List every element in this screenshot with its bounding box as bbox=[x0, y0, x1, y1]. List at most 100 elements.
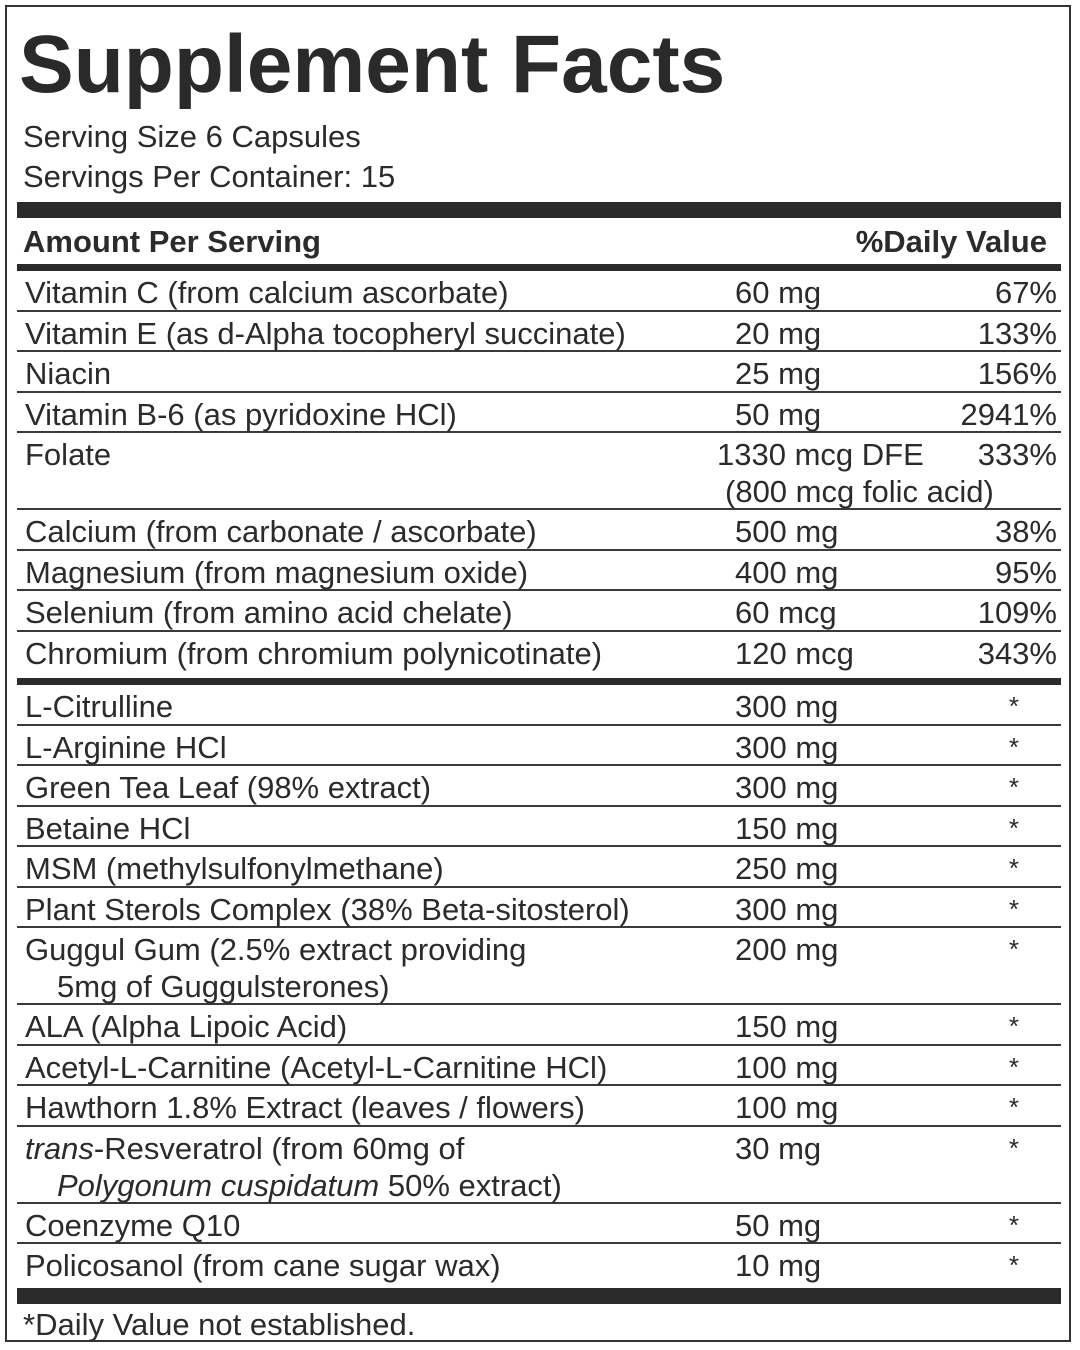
ingredient-amount: 30 mg bbox=[735, 1130, 822, 1166]
table-row: Calcium (from carbonate / ascorbate) 500… bbox=[17, 510, 1061, 551]
table-row: L-Citrulline 300 mg * bbox=[17, 685, 1061, 726]
ingredient-name: Vitamin B-6 (as pyridoxine HCl) bbox=[25, 396, 457, 432]
daily-value: 38% bbox=[994, 514, 1057, 549]
daily-value-asterisk: * bbox=[1008, 1250, 1019, 1280]
thick-divider-top bbox=[17, 202, 1061, 218]
daily-value-asterisk: * bbox=[1008, 1132, 1019, 1163]
name-line-2: 5mg of Guggulsterones) bbox=[57, 969, 390, 1004]
ingredient-amount: 150 mg bbox=[735, 810, 839, 846]
supplement-facts-panel: Supplement Facts Serving Size 6 Capsules… bbox=[5, 5, 1071, 1342]
table-row: Chromium (from chromium polynicotinate) … bbox=[17, 632, 1061, 673]
amount-per-serving-header: Amount Per Serving bbox=[23, 224, 321, 259]
ingredient-name: MSM (methylsulfonylmethane) bbox=[25, 851, 444, 886]
ingredient-amount: 250 mg bbox=[735, 851, 839, 886]
serving-size: Serving Size 6 Capsules bbox=[23, 119, 361, 154]
ingredient-amount: 100 mg bbox=[735, 1049, 839, 1085]
daily-value-asterisk: * bbox=[1008, 772, 1019, 802]
divider-header bbox=[17, 264, 1061, 271]
table-row: Folate 1330 mcg DFE (800 mcg folic acid)… bbox=[17, 433, 1061, 510]
ingredient-amount: 60 mg bbox=[735, 275, 822, 310]
ingredient-name: Policosanol (from cane sugar wax) bbox=[25, 1248, 501, 1283]
daily-value-asterisk: * bbox=[1008, 731, 1019, 762]
table-row: Plant Sterols Complex (38% Beta-sitoster… bbox=[17, 888, 1061, 928]
species-name: Polygonum cuspidatum bbox=[57, 1167, 380, 1203]
ingredient-amount: 50 mg bbox=[735, 396, 822, 432]
ingredient-name: Niacin bbox=[25, 356, 112, 391]
daily-value: 95% bbox=[994, 554, 1057, 590]
ingredient-amount: 50 mg bbox=[735, 1207, 822, 1243]
table-row: L-Arginine HCl 300 mg * bbox=[17, 726, 1061, 766]
ingredient-amount: 10 mg bbox=[735, 1248, 822, 1283]
daily-value-asterisk: * bbox=[1008, 1209, 1019, 1240]
name-line-1: Guggul Gum (2.5% extract providing bbox=[25, 932, 527, 967]
ingredient-name: Acetyl-L-Carnitine (Acetyl-L-Carnitine H… bbox=[25, 1049, 608, 1085]
daily-value: 333% bbox=[977, 437, 1057, 472]
table-row: Niacin 25 mg 156% bbox=[17, 352, 1061, 393]
ingredient-amount: 150 mg bbox=[735, 1009, 839, 1044]
ingredient-amount: 300 mg bbox=[735, 729, 839, 765]
ingredient-amount: 20 mg bbox=[735, 315, 822, 351]
table-row: trans-Resveratrol (from 60mg of Polygonu… bbox=[17, 1127, 1061, 1204]
ingredient-amount: 300 mg bbox=[735, 770, 839, 805]
daily-value-asterisk: * bbox=[1008, 1092, 1019, 1122]
ingredient-amount: 200 mg bbox=[735, 932, 839, 967]
ingredient-amount: 100 mg bbox=[735, 1090, 839, 1125]
ingredient-amount: 300 mg bbox=[735, 891, 839, 927]
table-row: Guggul Gum (2.5% extract providing 5mg o… bbox=[17, 928, 1061, 1005]
ingredient-name: Green Tea Leaf (98% extract) bbox=[25, 770, 432, 805]
table-row: Coenzyme Q10 50 mg * bbox=[17, 1204, 1061, 1244]
name-line-1: trans-Resveratrol (from 60mg of bbox=[25, 1131, 464, 1166]
ingredient-name: Vitamin E (as d-Alpha tocopheryl succina… bbox=[25, 315, 626, 351]
name-line-2-rest: 50% extract) bbox=[379, 1167, 562, 1203]
ingredient-name: Chromium (from chromium polynicotinate) bbox=[25, 635, 603, 671]
ingredient-name: Vitamin C (from calcium ascorbate) bbox=[25, 275, 509, 310]
ingredient-name: Hawthorn 1.8% Extract (leaves / flowers) bbox=[25, 1090, 585, 1125]
ingredient-amount: 25 mg bbox=[735, 356, 822, 391]
table-row: ALA (Alpha Lipoic Acid) 150 mg * bbox=[17, 1005, 1061, 1046]
thick-divider-bottom bbox=[17, 1288, 1061, 1304]
daily-value-asterisk: * bbox=[1008, 934, 1019, 964]
ingredient-name: Betaine HCl bbox=[25, 810, 191, 846]
ingredient-name: Magnesium (from magnesium oxide) bbox=[25, 554, 529, 590]
ingredient-name: Plant Sterols Complex (38% Beta-sitoster… bbox=[25, 891, 630, 927]
ingredient-amount: 300 mg bbox=[735, 689, 839, 724]
table-row: Vitamin B-6 (as pyridoxine HCl) 50 mg 29… bbox=[17, 393, 1061, 433]
amount-line-2: (800 mcg folic acid) bbox=[725, 474, 994, 509]
table-row: Vitamin C (from calcium ascorbate) 60 mg… bbox=[17, 271, 1061, 312]
daily-value-asterisk: * bbox=[1008, 812, 1019, 843]
table-row: Green Tea Leaf (98% extract) 300 mg * bbox=[17, 766, 1061, 807]
table-row: Acetyl-L-Carnitine (Acetyl-L-Carnitine H… bbox=[17, 1046, 1061, 1086]
table-row: Selenium (from amino acid chelate) 60 mc… bbox=[17, 591, 1061, 632]
daily-value: 67% bbox=[994, 275, 1057, 310]
ingredient-name: trans-Resveratrol (from 60mg of Polygonu… bbox=[25, 1130, 562, 1204]
ingredient-name: ALA (Alpha Lipoic Acid) bbox=[25, 1009, 348, 1044]
ingredient-amount: 1330 mcg DFE (800 mcg folic acid) bbox=[717, 436, 994, 510]
name-line-2: Polygonum cuspidatum 50% extract) bbox=[25, 1167, 562, 1204]
other-ingredient-rows: L-Citrulline 300 mg * L-Arginine HCl 300… bbox=[17, 685, 1061, 1285]
daily-value-asterisk: * bbox=[1008, 691, 1019, 721]
ingredient-name: Coenzyme Q10 bbox=[25, 1207, 241, 1243]
ingredient-name: Folate bbox=[25, 437, 112, 472]
italic-prefix: trans bbox=[25, 1130, 94, 1166]
ingredient-name: L-Citrulline bbox=[25, 689, 174, 724]
vitamin-rows: Vitamin C (from calcium ascorbate) 60 mg… bbox=[17, 271, 1061, 672]
table-row: Magnesium (from magnesium oxide) 400 mg … bbox=[17, 551, 1061, 591]
panel-title: Supplement Facts bbox=[19, 19, 726, 110]
ingredient-amount: 400 mg bbox=[735, 554, 839, 590]
table-row: Vitamin E (as d-Alpha tocopheryl succina… bbox=[17, 312, 1061, 352]
footnote: *Daily Value not established. bbox=[23, 1307, 416, 1342]
ingredient-name: L-Arginine HCl bbox=[25, 729, 227, 765]
daily-value: 2941% bbox=[960, 396, 1057, 432]
ingredient-name: Calcium (from carbonate / ascorbate) bbox=[25, 514, 537, 549]
table-row: Policosanol (from cane sugar wax) 10 mg … bbox=[17, 1244, 1061, 1285]
daily-value: 109% bbox=[977, 595, 1057, 630]
name-rest: -Resveratrol (from 60mg of bbox=[93, 1130, 465, 1166]
daily-value-header: %Daily Value bbox=[855, 224, 1047, 259]
ingredient-amount: 120 mcg bbox=[735, 635, 854, 671]
daily-value-asterisk: * bbox=[1008, 893, 1019, 924]
daily-value-asterisk: * bbox=[1008, 1011, 1019, 1041]
column-header: Amount Per Serving %Daily Value bbox=[23, 221, 1053, 263]
daily-value-asterisk: * bbox=[1008, 1051, 1019, 1082]
daily-value: 133% bbox=[977, 315, 1057, 351]
ingredient-amount: 500 mg bbox=[735, 514, 839, 549]
